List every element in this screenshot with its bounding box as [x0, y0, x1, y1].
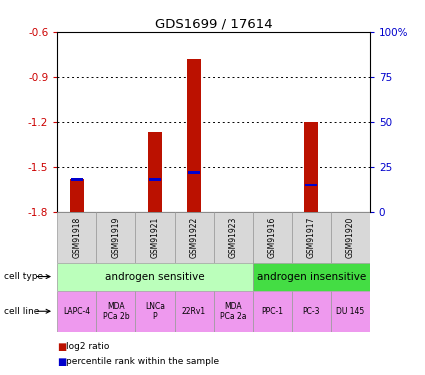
Text: GSM91921: GSM91921: [150, 217, 159, 258]
Text: GSM91920: GSM91920: [346, 216, 355, 258]
Text: ■: ■: [57, 357, 67, 367]
Text: GSM91916: GSM91916: [268, 216, 277, 258]
Text: GSM91917: GSM91917: [307, 216, 316, 258]
Bar: [57, 262, 252, 291]
Text: GSM91922: GSM91922: [190, 217, 198, 258]
Text: cell type: cell type: [4, 272, 43, 281]
Bar: [71, 178, 83, 181]
Bar: [175, 212, 213, 262]
Bar: [187, 59, 201, 212]
Bar: [96, 212, 136, 262]
Text: GSM91919: GSM91919: [111, 216, 120, 258]
Bar: [57, 212, 96, 262]
Text: androgen insensitive: androgen insensitive: [257, 272, 366, 282]
Bar: [213, 291, 252, 332]
Bar: [331, 212, 370, 262]
Bar: [188, 171, 200, 174]
Bar: [252, 262, 370, 291]
Bar: [306, 183, 317, 186]
Text: PPC-1: PPC-1: [261, 307, 283, 316]
Text: GSM91918: GSM91918: [72, 217, 82, 258]
Bar: [175, 291, 213, 332]
Text: log2 ratio: log2 ratio: [66, 342, 109, 351]
Bar: [136, 212, 175, 262]
Text: MDA
PCa 2a: MDA PCa 2a: [220, 302, 246, 321]
Text: LAPC-4: LAPC-4: [63, 307, 91, 316]
Text: ■: ■: [57, 342, 67, 352]
Text: androgen sensitive: androgen sensitive: [105, 272, 205, 282]
Text: MDA
PCa 2b: MDA PCa 2b: [102, 302, 129, 321]
Title: GDS1699 / 17614: GDS1699 / 17614: [155, 18, 272, 31]
Bar: [331, 291, 370, 332]
Bar: [136, 291, 175, 332]
Bar: [252, 291, 292, 332]
Bar: [96, 291, 136, 332]
Text: LNCa
P: LNCa P: [145, 302, 165, 321]
Text: GSM91923: GSM91923: [229, 216, 238, 258]
Text: PC-3: PC-3: [303, 307, 320, 316]
Bar: [213, 212, 252, 262]
Bar: [292, 291, 331, 332]
Bar: [148, 132, 162, 212]
Text: DU 145: DU 145: [336, 307, 364, 316]
Text: percentile rank within the sample: percentile rank within the sample: [66, 357, 219, 366]
Bar: [149, 178, 161, 181]
Text: cell line: cell line: [4, 307, 40, 316]
Bar: [252, 212, 292, 262]
Bar: [57, 291, 96, 332]
Bar: [70, 179, 84, 212]
Bar: [304, 122, 318, 212]
Text: 22Rv1: 22Rv1: [182, 307, 206, 316]
Bar: [292, 212, 331, 262]
